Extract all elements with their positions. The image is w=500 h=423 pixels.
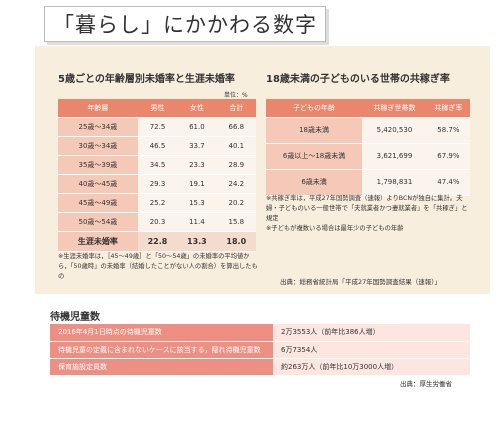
cell: 1,798,831 <box>362 169 427 196</box>
cell: 6歳未満 <box>266 169 363 196</box>
left-table: 年齢層 男性 女性 合計 25歳～34歳 72.5 61.0 66.8 30歳～34歳 46.5 3… <box>58 99 256 252</box>
row: 30歳～34歳 46.5 33.7 40.1 <box>58 136 256 156</box>
cell: 25歳～34歳 <box>58 117 138 137</box>
cell: 20.2 <box>216 193 256 213</box>
header-cell: 合計 <box>216 99 256 118</box>
right-notes: ※共稼ぎ率は，平成27年国勢調査（速報）よりBCNが独自に集計。夫婦・子どものい… <box>266 194 470 234</box>
cell: 35歳～39歳 <box>58 155 138 175</box>
label-cell: 2016年4月1日時点の待機児童数 <box>50 324 273 342</box>
cell: 25.2 <box>137 193 178 213</box>
note: ※子どもが複数いる場合は最年少の子どもの年齢 <box>266 225 404 232</box>
row: 6歳未満 1,798,831 47.4% <box>266 169 470 196</box>
row: 2016年4月1日時点の待機児童数 2万3553人（前年比386人増） <box>50 324 470 342</box>
row: 生涯未婚率 22.8 13.3 18.0 <box>58 230 256 252</box>
note: ※共稼ぎ率は，平成27年国勢調査（速報）よりBCNが独自に集計。夫婦・子どものい… <box>266 195 468 222</box>
cell: 6歳以上～18歳未満 <box>266 143 363 170</box>
header-cell: 共稼ぎ世帯数 <box>362 99 427 118</box>
cell: 20.3 <box>137 212 178 232</box>
cell: 13.3 <box>177 230 217 252</box>
cell: 45歳～49歳 <box>58 193 138 213</box>
value-cell: 6万7354人 <box>273 341 470 359</box>
cell: 18.0 <box>216 230 256 252</box>
cell: 40.1 <box>216 136 256 156</box>
cell: 22.8 <box>137 230 178 252</box>
cell: 46.5 <box>137 136 178 156</box>
cell: 67.9% <box>426 143 470 170</box>
row: 45歳～49歳 25.2 15.3 20.2 <box>58 193 256 213</box>
cell: 58.7% <box>426 117 470 144</box>
cell: 66.8 <box>216 117 256 137</box>
cell: 50歳～54歳 <box>58 212 138 232</box>
header-cell: 男性 <box>137 99 178 118</box>
row: 35歳～39歳 34.5 23.3 28.9 <box>58 155 256 175</box>
cell: 72.5 <box>137 117 178 137</box>
row: 待機児童の定義に含まれないケースに該当する，隠れ待機児童数 6万7354人 <box>50 341 470 359</box>
cell: 24.2 <box>216 174 256 194</box>
cell: 29.3 <box>137 174 178 194</box>
cell: 5,420,530 <box>362 117 427 144</box>
cell: 11.4 <box>177 212 217 232</box>
row: 保育施設定員数 約263万人（前年比10万3000人増） <box>50 358 470 376</box>
waiting-title: 待機児童数 <box>50 312 100 323</box>
cell: 40歳～45歳 <box>58 174 138 194</box>
right-title: 18歳未満の子どものいる世帯の共稼ぎ率 <box>266 74 450 85</box>
header-row: 子どもの年齢 共稼ぎ世帯数 共稼ぎ率 <box>266 99 470 118</box>
cell: 15.3 <box>177 193 217 213</box>
cell: 34.5 <box>137 155 178 175</box>
cell: 生涯未婚率 <box>58 230 138 252</box>
header-cell: 共稼ぎ率 <box>426 99 470 118</box>
cell: 28.9 <box>216 155 256 175</box>
row: 40歳～45歳 29.3 19.1 24.2 <box>58 174 256 194</box>
cell: 30歳～34歳 <box>58 136 138 156</box>
cell: 18歳未満 <box>266 117 363 144</box>
waiting-table: 2016年4月1日時点の待機児童数 2万3553人（前年比386人増） 待機児童の定… <box>50 324 470 376</box>
page-title: 「暮らし」にかかわる数字 <box>44 6 326 42</box>
header-cell: 女性 <box>177 99 217 118</box>
header-cell: 子どもの年齢 <box>266 99 363 118</box>
right-table: 子どもの年齢 共稼ぎ世帯数 共稼ぎ率 18歳未満 5,420,530 58.7% 6歳以上～… <box>266 99 470 196</box>
left-note: ※生涯未婚率は，［45～49歳］と「50～54歳」の未婚率の平均値から，「50歳… <box>58 253 258 280</box>
cell: 3,621,699 <box>362 143 427 170</box>
value-cell: 2万3553人（前年比386人増） <box>273 324 470 342</box>
left-title: 5歳ごとの年齢層別未婚率と生涯未婚率 <box>58 74 235 85</box>
label-cell: 待機児童の定義に含まれないケースに該当する，隠れ待機児童数 <box>50 341 273 359</box>
source: 出典：総務省統計局「平成27年国勢調査結果（速報）」 <box>280 278 442 286</box>
header-row: 年齢層 男性 女性 合計 <box>58 99 256 118</box>
value-cell: 約263万人（前年比10万3000人増） <box>273 358 470 376</box>
cell: 33.7 <box>177 136 217 156</box>
waiting-source: 出典：厚生労働省 <box>400 380 452 388</box>
row: 25歳～34歳 72.5 61.0 66.8 <box>58 117 256 137</box>
label-cell: 保育施設定員数 <box>50 358 273 376</box>
cell: 23.3 <box>177 155 217 175</box>
row: 50歳～54歳 20.3 11.4 15.8 <box>58 212 256 232</box>
row: 18歳未満 5,420,530 58.7% <box>266 117 470 144</box>
cell: 61.0 <box>177 117 217 137</box>
row: 6歳以上～18歳未満 3,621,699 67.9% <box>266 143 470 170</box>
cell: 47.4% <box>426 169 470 196</box>
unit: 単位：% <box>224 92 248 99</box>
cell: 19.1 <box>177 174 217 194</box>
header-cell: 年齢層 <box>58 99 138 118</box>
cell: 15.8 <box>216 212 256 232</box>
